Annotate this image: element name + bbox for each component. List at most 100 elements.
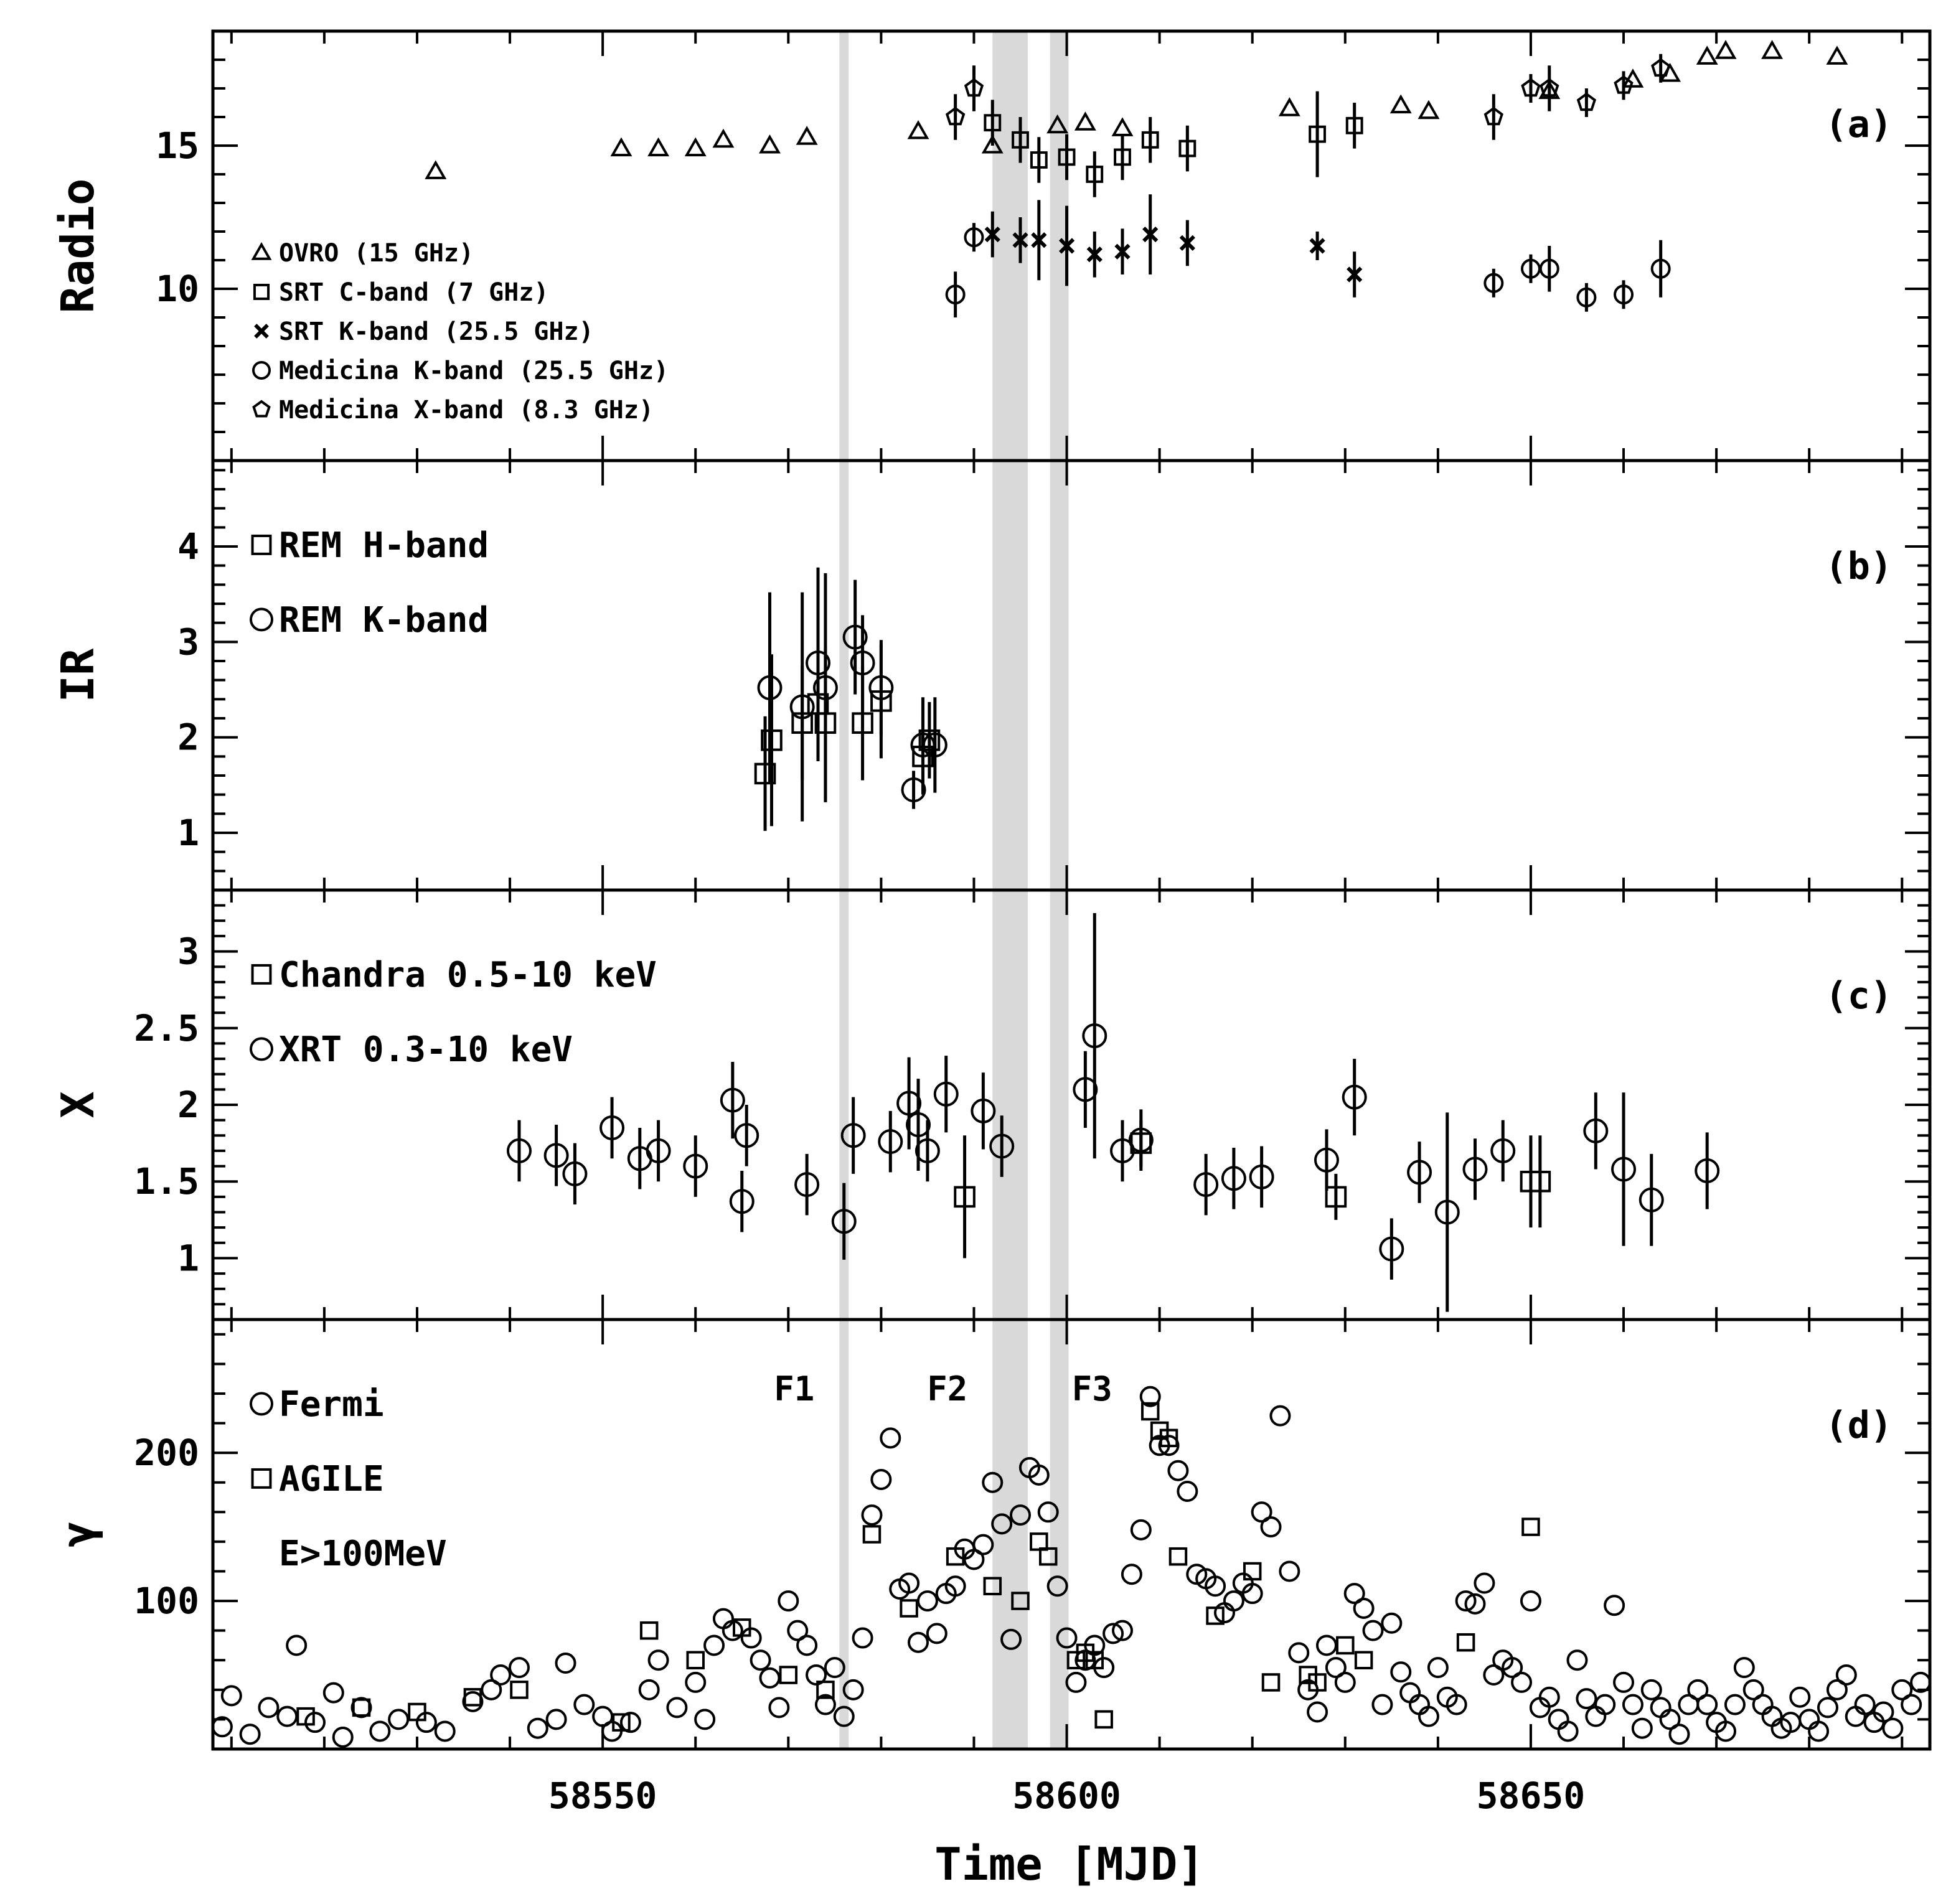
data-point: [666, 1697, 688, 1719]
data-layer: [506, 912, 1720, 1312]
y-tick-label: 15: [156, 124, 199, 167]
data-point: [1761, 40, 1784, 59]
data-point: [1622, 68, 1644, 88]
data-point: [1325, 1186, 1347, 1208]
data-point: [1141, 131, 1159, 149]
data-point: [1891, 1679, 1913, 1700]
data-point: [369, 1720, 391, 1742]
legend-item: REM H-band: [251, 525, 489, 566]
data-point: [778, 1590, 799, 1612]
series-srt-k-band-25-5-ghz: [984, 194, 1363, 298]
data-point: [1307, 1701, 1328, 1723]
data-point: [1418, 1705, 1439, 1727]
data-point: [1085, 1651, 1104, 1669]
data-point: [1714, 40, 1737, 59]
x-axis-title: Time [MJD]: [934, 1838, 1204, 1890]
data-point: [1696, 45, 1718, 65]
data-point: [1167, 1460, 1189, 1481]
data-point: [842, 1679, 864, 1700]
data-point: [610, 137, 632, 157]
data-point: [1030, 151, 1048, 169]
data-point: [425, 160, 447, 179]
data-point: [794, 1172, 820, 1198]
legend-marker: [250, 1037, 273, 1061]
data-point: [761, 729, 783, 751]
y-tick-label: 2: [177, 716, 199, 759]
data-point: [1056, 1627, 1078, 1649]
data-point: [462, 1691, 484, 1712]
data-point: [1241, 1583, 1263, 1605]
data-point: [878, 1129, 903, 1155]
data-point: [1371, 1694, 1393, 1715]
data-point: [806, 650, 831, 676]
legend-marker: [251, 964, 272, 985]
legend-item: Fermi: [250, 1384, 384, 1425]
data-point: [1456, 1633, 1475, 1652]
data-point: [754, 762, 776, 785]
series-rem-k-band: [757, 567, 947, 822]
data-point: [1835, 1664, 1857, 1686]
data-point: [1269, 1405, 1291, 1427]
data-point: [1418, 100, 1440, 120]
data-point: [712, 128, 735, 148]
data-point: [1012, 232, 1028, 248]
data-point: [1177, 1481, 1198, 1502]
flare-labels: F1 F2 F3: [774, 1369, 1112, 1409]
data-point: [908, 1631, 929, 1653]
data-point: [900, 1599, 918, 1618]
data-point: [220, 1685, 242, 1707]
data-point: [1260, 1516, 1282, 1538]
data-point: [1873, 1701, 1894, 1723]
data-point: [1434, 1199, 1460, 1225]
legend-label: OVRO (15 GHz): [279, 239, 474, 268]
data-point: [896, 1090, 922, 1116]
data-point: [1529, 1170, 1551, 1193]
data-point: [812, 675, 838, 700]
panel-tag: (c): [1825, 974, 1893, 1018]
data-point: [388, 1709, 410, 1730]
data-point: [1354, 1651, 1373, 1669]
data-point: [1715, 1720, 1737, 1742]
data-point: [991, 1513, 1013, 1535]
data-point: [1086, 246, 1103, 263]
panel-d-frame: [211, 1318, 1932, 1751]
data-point: [842, 624, 868, 650]
data-point: [1583, 1118, 1609, 1143]
x-tick-label: 58600: [1012, 1775, 1121, 1817]
data-point: [1140, 1402, 1160, 1421]
data-point: [1557, 1720, 1579, 1742]
data-point: [1249, 1164, 1274, 1189]
data-point: [1038, 1547, 1058, 1566]
data-point: [915, 1138, 940, 1163]
data-point: [1901, 1694, 1922, 1715]
data-point: [964, 78, 984, 97]
data-point: [683, 1153, 708, 1179]
panel-a: 10 15 Radio (a) OVRO (15 GHz) SRT C-band (7 G…: [52, 29, 1932, 462]
data-point: [619, 1712, 641, 1733]
data-point: [1193, 1172, 1219, 1198]
data-point: [1179, 235, 1195, 251]
data-point: [1074, 111, 1096, 131]
data-point: [1251, 1501, 1272, 1523]
legend-item: SRT C-band (7 GHz): [253, 278, 548, 307]
legend-label: Chandra 0.5-10 keV: [279, 955, 657, 995]
data-point: [1379, 1236, 1404, 1262]
legend-label: AGILE: [279, 1459, 384, 1499]
data-point: [1540, 78, 1559, 97]
data-point: [1614, 75, 1634, 94]
data-point: [1336, 1636, 1355, 1655]
data-point: [768, 1697, 790, 1719]
x-tick-label: 58650: [1477, 1775, 1586, 1817]
data-point: [852, 712, 873, 734]
legend: Chandra 0.5-10 keV XRT 0.3-10 keV: [250, 955, 657, 1070]
data-point: [1614, 284, 1634, 305]
flare-label-f2: F2: [927, 1369, 967, 1409]
data-point: [954, 1186, 976, 1208]
data-point: [599, 1115, 625, 1140]
data-point: [1808, 1720, 1830, 1742]
legend-item: REM K-band: [250, 600, 489, 640]
data-point: [1074, 1649, 1096, 1671]
data-point: [1631, 1717, 1653, 1739]
data-point: [415, 1712, 437, 1733]
